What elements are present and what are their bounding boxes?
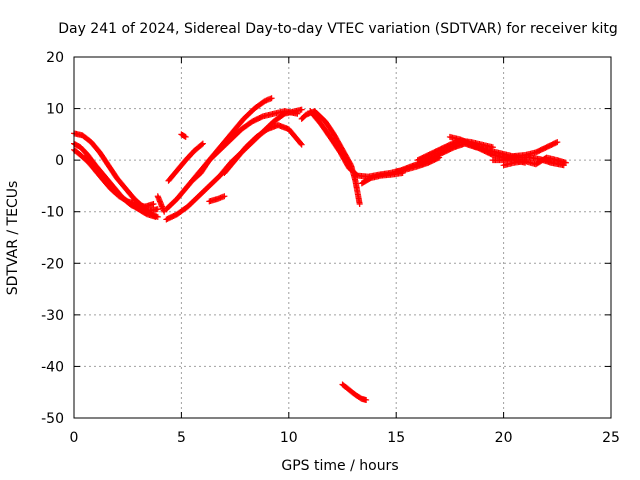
series-arc-13 <box>298 108 363 207</box>
x-tick-label: 10 <box>280 430 298 446</box>
series-arc-10 <box>206 193 228 205</box>
series-arc-5 <box>154 193 168 215</box>
plot-frame <box>73 56 612 419</box>
series-arc-9 <box>189 95 275 184</box>
data-point <box>297 140 304 147</box>
data-point <box>436 154 443 161</box>
axis-ticks: 0 5 10 15 20 25 -50 -40 -30 -20 -10 0 10 20 <box>41 50 620 446</box>
data-point <box>356 200 363 207</box>
series-arc-19 <box>489 139 561 164</box>
series-arc-4 <box>81 154 157 210</box>
data-point <box>554 139 561 146</box>
y-tick-label: -50 <box>41 411 64 427</box>
chart-title: Day 241 of 2024, Sidereal Day-to-day VTE… <box>58 21 618 37</box>
data-point <box>199 140 206 147</box>
data-point <box>298 141 305 148</box>
data-point <box>298 106 305 113</box>
series-arc-16 <box>393 154 443 175</box>
y-tick-label: 20 <box>46 50 64 66</box>
series-arc-21 <box>339 381 370 403</box>
data-point <box>150 200 157 207</box>
data-point <box>181 133 188 140</box>
series-arc-15 <box>358 170 406 187</box>
x-tick-label: 0 <box>70 430 79 446</box>
data-point <box>198 141 205 148</box>
y-tick-label: -40 <box>41 359 64 375</box>
data-point <box>294 110 301 117</box>
data-point <box>489 144 496 151</box>
data-point <box>268 95 275 102</box>
y-tick-label: 0 <box>55 153 64 169</box>
y-axis-label: SDTVAR / TECUs <box>5 181 21 296</box>
grid <box>74 57 611 418</box>
y-tick-label: -10 <box>41 205 64 221</box>
x-tick-label: 5 <box>177 430 186 446</box>
data-point <box>152 213 159 220</box>
data-point <box>562 159 569 166</box>
series-arc-11 <box>221 122 305 177</box>
series-arc-14 <box>307 108 567 180</box>
x-tick-label: 15 <box>387 430 405 446</box>
x-tick-label: 20 <box>495 430 513 446</box>
data-point <box>182 133 189 140</box>
series-arc-8 <box>165 140 206 184</box>
y-tick-label: -20 <box>41 256 64 272</box>
x-tick-label: 25 <box>602 430 620 446</box>
series-arc-7 <box>163 108 301 213</box>
data-point <box>221 193 228 200</box>
y-tick-label: -30 <box>41 308 64 324</box>
x-axis-label: GPS time / hours <box>281 458 398 474</box>
series-arc-12 <box>178 131 189 140</box>
data-marks <box>71 95 569 403</box>
series-arc-20 <box>500 154 569 169</box>
y-tick-label: 10 <box>46 102 64 118</box>
data-point <box>154 206 161 213</box>
data-point <box>363 396 370 403</box>
